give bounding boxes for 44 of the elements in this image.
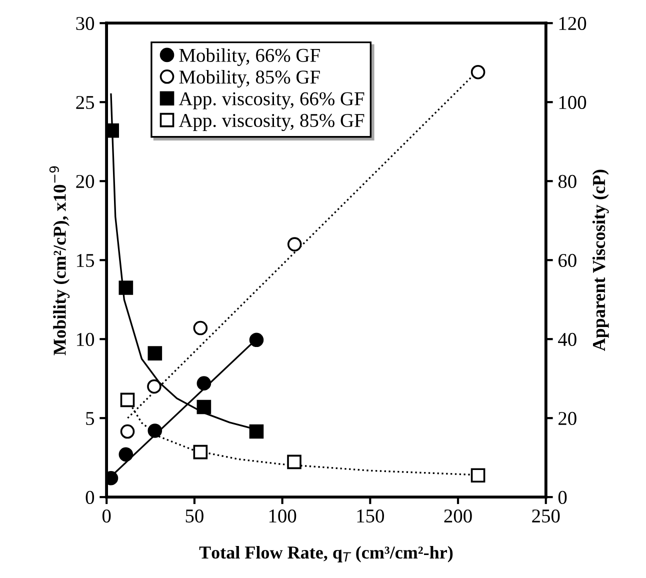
point [196, 376, 212, 390]
legend-label: Mobility, 85% GF [179, 70, 320, 88]
y2-tick-label: 20 [558, 412, 576, 426]
point [148, 424, 162, 438]
legend-label: App. viscosity, 85% GF [178, 114, 364, 132]
point [470, 64, 486, 80]
x-axis-title: Total Flow Rate, q$_{T}$ (cm³/cm²-hr) [199, 546, 453, 562]
point [118, 280, 134, 295]
y2-tick-label: 120 [559, 16, 586, 30]
x-tick-label: 50 [186, 509, 204, 523]
y-tick-label: 15 [77, 254, 94, 268]
point [196, 400, 212, 414]
point [287, 237, 302, 252]
y2-axis-title: Apparent Viscosity (cP) [592, 170, 609, 352]
y-tick-label: 25 [76, 96, 94, 110]
y2-tick-label: 40 [558, 332, 576, 346]
y-tick-label: 5 [86, 412, 94, 426]
y-tick-label: 10 [77, 332, 94, 346]
y2-tick-label: 60 [558, 254, 576, 268]
x-tick-label: 150 [357, 509, 384, 523]
y-tick-label: 30 [76, 16, 94, 30]
y-axis-title: Mobility (cm²/cP), x10$^{−9}$ [49, 166, 70, 356]
y2-tick-label: 0 [558, 490, 567, 504]
y2-tick-label: 80 [558, 174, 576, 188]
point [148, 346, 162, 360]
point [287, 454, 302, 470]
point [120, 424, 135, 439]
point [120, 392, 135, 408]
y-tick-label: 20 [76, 174, 94, 188]
point [147, 379, 162, 394]
point [193, 320, 208, 336]
point [470, 468, 486, 483]
x-tick-label: 0 [102, 509, 111, 523]
point [193, 444, 208, 460]
x-tick-label: 200 [444, 509, 472, 523]
point [249, 332, 264, 348]
point [249, 424, 264, 439]
x-tick-label: 250 [532, 509, 560, 523]
legend-label: App. viscosity, 66% GF [178, 92, 364, 110]
legend-label: Mobility, 66% GF [179, 48, 320, 66]
y2-tick-label: 100 [559, 96, 586, 110]
y-tick-label: 0 [86, 490, 94, 504]
point [118, 447, 134, 462]
x-tick-label: 100 [269, 509, 296, 523]
